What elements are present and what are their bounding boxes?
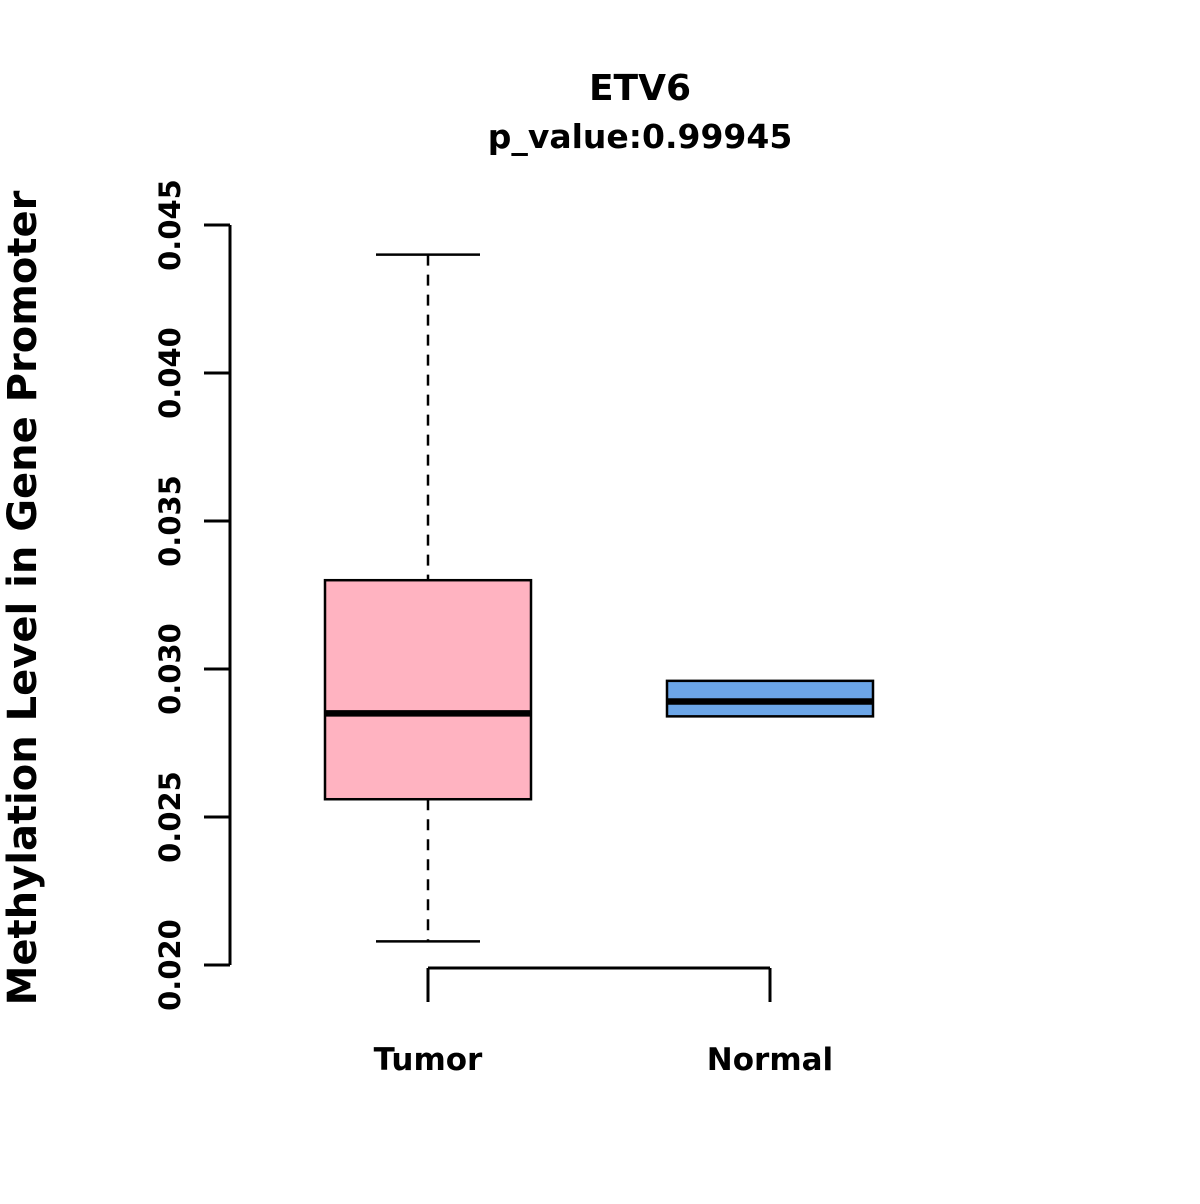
y-tick-label: 0.045 [153, 179, 187, 271]
y-tick-label: 0.020 [153, 919, 187, 1011]
axes: 0.020 0.025 0.030 0.035 0.040 0.045 Tumor Norma… [153, 179, 833, 1078]
iqr-box [323, 578, 533, 801]
box-series [323, 253, 875, 943]
x-category-label: Tumor [374, 1042, 483, 1078]
y-tick-label: 0.040 [153, 327, 187, 419]
box-normal [665, 679, 875, 718]
y-axis-label: Methylation Level in Gene Promoter [0, 190, 46, 1005]
chart-title: ETV6 [589, 68, 691, 109]
chart-subtitle: p_value:0.99945 [488, 117, 793, 156]
y-tick-label: 0.025 [153, 771, 187, 863]
box-tumor [323, 253, 533, 943]
y-tick-label: 0.030 [153, 623, 187, 715]
y-tick-label: 0.035 [153, 475, 187, 567]
x-category-label: Normal [707, 1042, 833, 1078]
